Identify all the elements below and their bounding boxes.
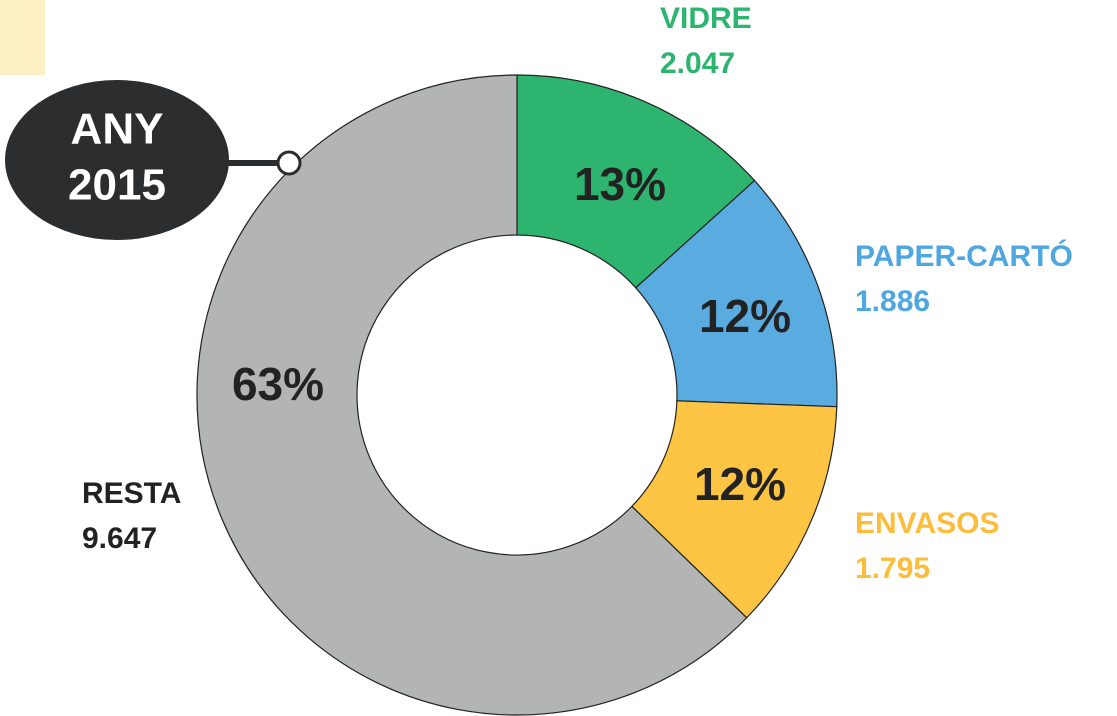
- value-label: 1.795: [855, 552, 930, 585]
- percentage-label: 12%: [694, 458, 786, 510]
- badge-dot: [276, 150, 302, 176]
- value-label: 2.047: [660, 47, 735, 80]
- year-badge: [5, 80, 229, 240]
- category-label: ENVASOS: [855, 507, 999, 540]
- value-label: 9.647: [82, 522, 157, 555]
- donut-slice: [634, 179, 838, 408]
- category-label: VIDRE: [660, 2, 752, 35]
- percentage-label: 63%: [232, 358, 324, 410]
- donut-slice: [196, 74, 748, 716]
- badge-text: ANY: [71, 105, 164, 154]
- percentage-label: 12%: [699, 290, 791, 342]
- donut-slice: [516, 74, 756, 289]
- percentage-label: 13%: [574, 158, 666, 210]
- category-label: RESTA: [82, 477, 181, 510]
- badge-text: 2015: [68, 161, 166, 210]
- category-label: PAPER-CARTÓ: [855, 239, 1073, 273]
- corner-decoration: [0, 0, 45, 75]
- value-label: 1.886: [855, 285, 930, 318]
